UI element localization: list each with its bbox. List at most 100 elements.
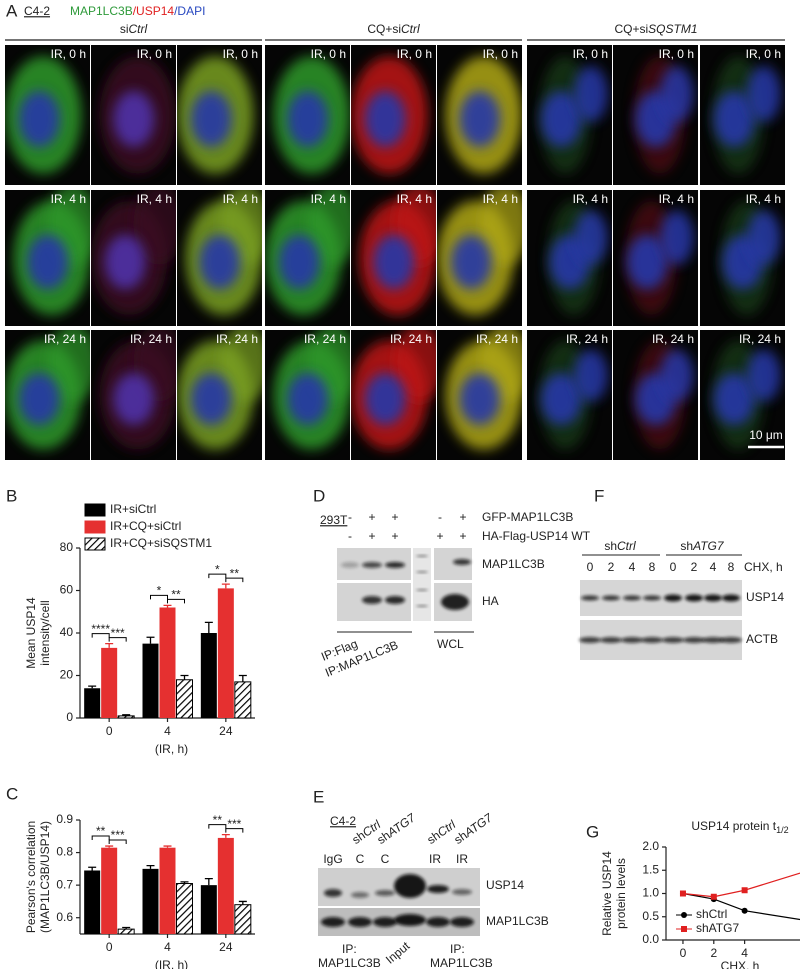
micrograph-content <box>273 56 350 174</box>
bar <box>217 588 234 718</box>
nucleus <box>190 373 232 425</box>
band <box>373 917 397 927</box>
significance-bracket <box>108 637 127 642</box>
band <box>321 917 345 927</box>
time: 4 <box>710 560 717 574</box>
nucleus <box>450 234 492 290</box>
nucleus <box>713 373 755 425</box>
nucleus <box>18 373 60 425</box>
band <box>702 637 724 643</box>
significance: ** <box>230 566 240 580</box>
band <box>348 917 372 927</box>
micrograph <box>265 190 350 326</box>
micrograph-content <box>445 330 522 450</box>
significance: ** <box>96 824 106 838</box>
error-bar <box>238 900 247 905</box>
panel-label: D <box>313 486 325 505</box>
error-bar <box>88 866 97 871</box>
error-bar <box>163 845 172 848</box>
marker <box>710 893 717 900</box>
significance-bracket <box>91 835 110 841</box>
band <box>662 637 684 643</box>
y-axis-label: Mean USP14 <box>24 597 38 669</box>
micrograph <box>91 190 176 326</box>
error-bar <box>122 714 131 716</box>
legend-label: IR+siCtrl <box>110 502 156 516</box>
series-line <box>682 872 800 898</box>
nucleus <box>190 91 232 147</box>
tile-label: IR, 4 h <box>483 192 518 206</box>
legend-swatch <box>84 503 106 517</box>
band <box>641 637 663 643</box>
blot <box>337 548 411 580</box>
y-tick-label: 0.0 <box>642 932 659 946</box>
time: 4 <box>629 560 636 574</box>
nucleus <box>104 234 146 290</box>
significance-bracket <box>225 828 244 833</box>
stain-name: /USP14 <box>133 4 175 18</box>
error-bar <box>122 926 131 930</box>
x-axis-label: CHX, h <box>721 959 760 969</box>
x-tick-label: 4 <box>741 946 748 960</box>
wcl-label: WCL <box>437 637 464 651</box>
micrograph <box>437 190 522 326</box>
sign: - <box>438 510 442 524</box>
y-tick-label: 2.0 <box>642 839 659 853</box>
legend-marker <box>681 926 687 932</box>
bar <box>101 847 118 934</box>
nucleus <box>573 66 608 122</box>
blot-label: ACTB <box>746 632 778 646</box>
panel-label: A <box>6 1 18 20</box>
blot-label: USP14 <box>746 590 784 604</box>
cell-body <box>479 190 522 265</box>
y-tick-label: 0.8 <box>56 845 73 859</box>
group-header-part: sh <box>604 539 617 553</box>
error-bar <box>238 674 247 682</box>
y-tick-label: 0.5 <box>642 909 659 923</box>
band <box>685 594 703 602</box>
significance-bracket <box>91 633 110 638</box>
micrograph <box>527 45 612 185</box>
band <box>385 596 405 604</box>
error-bar <box>221 834 230 838</box>
micrograph <box>613 45 698 185</box>
band <box>579 637 601 643</box>
x-tick-label: 24 <box>219 724 233 738</box>
group-header: siCtrl <box>120 22 148 36</box>
nucleus <box>659 210 694 265</box>
tile-label: IR, 0 h <box>137 47 172 61</box>
tile-label: IR, 24 h <box>652 332 694 346</box>
micrograph-content <box>351 56 428 174</box>
lane-header-italic: ATG7 <box>461 810 496 840</box>
band <box>683 637 705 643</box>
panel-label: G <box>586 822 599 841</box>
tile-label: IR, 24 h <box>390 332 432 346</box>
nucleus <box>113 373 155 425</box>
sign: + <box>368 510 375 524</box>
micrograph <box>437 330 522 460</box>
blot-label: MAP1LC3B <box>482 557 545 571</box>
cell-body <box>47 330 90 402</box>
micrograph-content <box>177 330 262 450</box>
x-tick-label: 24 <box>219 940 233 954</box>
micrograph-content <box>273 330 350 450</box>
y-tick-label: 0 <box>66 710 73 724</box>
blot <box>580 580 742 616</box>
tile-label: IR, 4 h <box>311 192 346 206</box>
nucleus <box>659 66 694 122</box>
legend-label: IR+CQ+siCtrl <box>110 519 181 533</box>
blot <box>337 583 411 621</box>
significance-bracket <box>208 573 227 579</box>
sign: - <box>348 510 352 524</box>
nucleus <box>199 234 241 290</box>
band <box>722 594 740 602</box>
micrograph <box>351 45 436 185</box>
tile-label: IR, 0 h <box>659 47 694 61</box>
tile-label: IR, 4 h <box>223 192 258 206</box>
band <box>600 637 622 643</box>
ip-label: MAP1LC3B <box>318 956 381 969</box>
error-bar <box>221 583 230 589</box>
nucleus <box>373 234 415 290</box>
group-header-part: CQ+si <box>614 22 648 36</box>
tile-label: IR, 24 h <box>44 332 86 346</box>
